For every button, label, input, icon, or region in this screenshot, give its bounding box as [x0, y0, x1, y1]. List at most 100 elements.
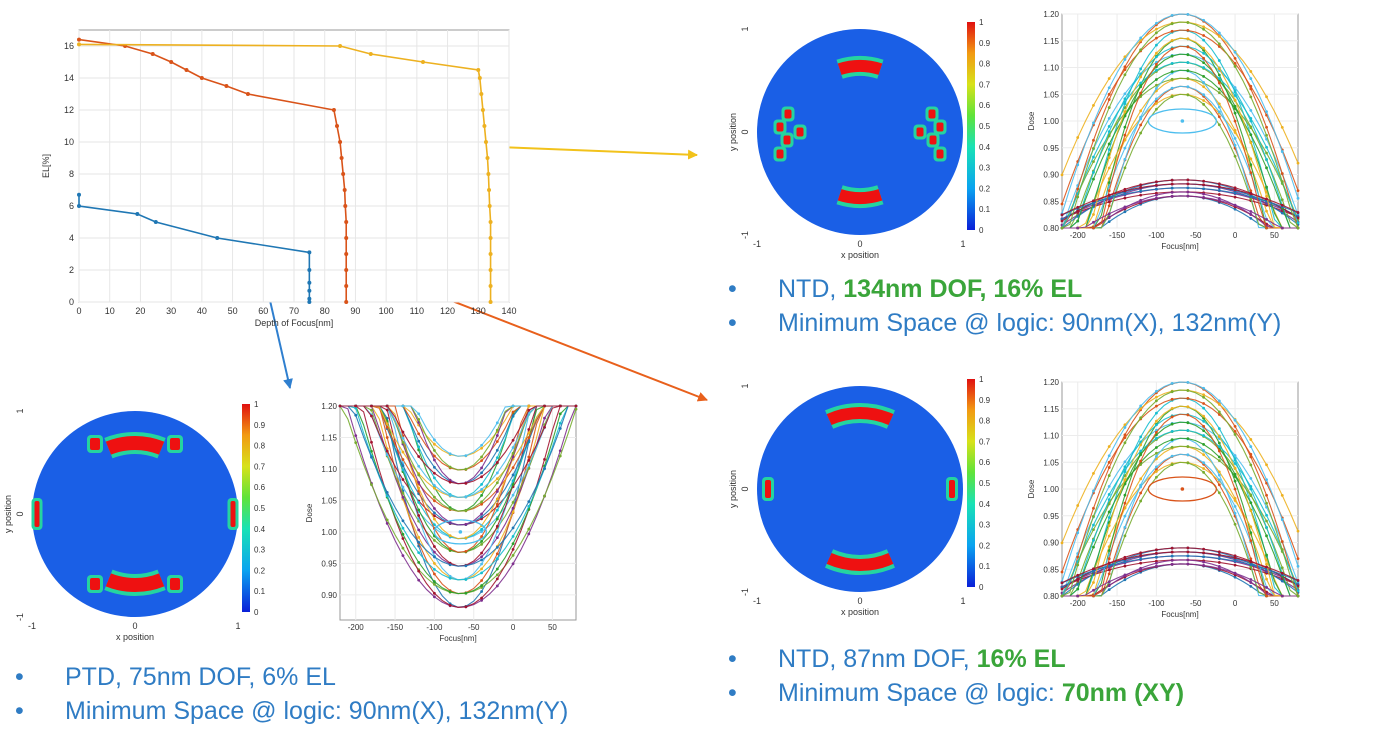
dose-point [1123, 146, 1127, 150]
y-tick-label: 2 [69, 265, 74, 275]
dose-point [1265, 218, 1268, 221]
dose-point [480, 512, 483, 516]
dose-point [1092, 489, 1095, 493]
colorbar-tick-label: 0 [979, 583, 984, 592]
y-tick-label: 0.80 [1043, 592, 1059, 601]
dose-point [354, 404, 358, 408]
dose-point [1076, 219, 1080, 223]
dose-point [1233, 418, 1237, 422]
dose-point [464, 467, 468, 471]
dose-point [1280, 180, 1284, 183]
dose-point [1202, 429, 1205, 432]
dose-point [1249, 509, 1253, 513]
dose-point [1186, 445, 1190, 448]
dose-point [1155, 78, 1158, 81]
dose-point [1233, 433, 1237, 436]
dose-point [1296, 564, 1300, 568]
pole-bottom [105, 573, 165, 592]
dose-point [401, 526, 405, 530]
dose-point [1139, 75, 1143, 79]
data-point [344, 236, 349, 240]
dose-point [370, 408, 373, 412]
dose-point [1233, 425, 1237, 428]
dose-point [1107, 220, 1111, 224]
dose-point [1217, 473, 1221, 477]
dose-point [1155, 399, 1158, 403]
dose-point [1139, 131, 1143, 135]
dose-curve [1061, 61, 1299, 229]
data-point [307, 288, 312, 293]
dose-point [1217, 470, 1221, 474]
dose-point [1217, 550, 1221, 554]
dose-point [385, 408, 389, 412]
dose-point [1217, 91, 1221, 95]
dose-point [1233, 487, 1237, 491]
pole-left-1 [783, 135, 791, 145]
x-tick-label: 90 [350, 306, 360, 316]
dose-point [543, 416, 546, 420]
pole-bottom [837, 189, 883, 204]
dose-point [433, 438, 436, 442]
dose-point [370, 455, 373, 459]
x-tick-label: 50 [1270, 231, 1279, 240]
dose-point [464, 564, 468, 568]
pupil-disk [757, 29, 963, 235]
bullet-ptd-space: • Minimum Space @ logic: 90nm(X), 132nm(Y… [15, 697, 569, 725]
dose-point [1186, 558, 1190, 562]
dose-point [1202, 102, 1205, 106]
dose-point [1170, 70, 1174, 74]
dose-point [480, 590, 483, 593]
x-tick-label: 50 [1270, 599, 1279, 608]
y-tick-label: 1.05 [321, 496, 337, 505]
dose-point [354, 434, 358, 437]
dose-point [1233, 571, 1237, 575]
dose-point [1155, 475, 1158, 479]
dose-point [1265, 95, 1268, 99]
dose-point [495, 584, 499, 588]
x-tick-label: 50 [228, 306, 238, 316]
dose-point [370, 404, 373, 408]
dose-curve [1062, 45, 1298, 229]
colorbar-tick-label: 0.2 [254, 566, 266, 575]
colorbar-tick-label: 1 [254, 400, 259, 409]
dose-point [464, 605, 468, 609]
dose-point [1186, 29, 1190, 32]
dose-point [495, 497, 499, 501]
pole-right [230, 501, 236, 527]
dose-point [1123, 157, 1127, 161]
dose-point [1170, 430, 1174, 433]
dose-point [1202, 406, 1205, 410]
dose-point [480, 455, 483, 459]
dose-point [527, 455, 531, 459]
dose-point [1265, 197, 1268, 201]
dose-point [1249, 445, 1253, 448]
y-axis-label: Dose [305, 503, 314, 522]
dose-point [1202, 547, 1205, 551]
dose-point [1233, 563, 1237, 567]
dose-point [543, 457, 546, 461]
dose-point [1139, 117, 1143, 121]
dose-point [1186, 21, 1190, 24]
dose-point [1139, 91, 1143, 95]
dose-point [1155, 467, 1158, 471]
x-tick-label: -200 [348, 623, 365, 632]
dose-point [1107, 445, 1111, 448]
x-tick-label: 1 [960, 596, 965, 606]
colorbar [967, 22, 975, 230]
data-point [485, 156, 490, 160]
dose-point [1233, 499, 1237, 502]
dose-point [480, 471, 483, 475]
dose-point [1107, 572, 1111, 576]
pole-right-0 [936, 122, 944, 132]
dose-point [401, 485, 405, 489]
dose-point [511, 479, 515, 483]
dose-point [1186, 453, 1190, 457]
dose-point [1107, 148, 1111, 151]
dose-point [1249, 580, 1253, 584]
dose-point [1186, 178, 1190, 182]
dose-point [1217, 59, 1221, 62]
x-tick-label: 50 [548, 623, 557, 632]
y-axis-label: Dose [1027, 111, 1036, 130]
dose-point [480, 488, 483, 491]
dose-point [527, 463, 531, 467]
